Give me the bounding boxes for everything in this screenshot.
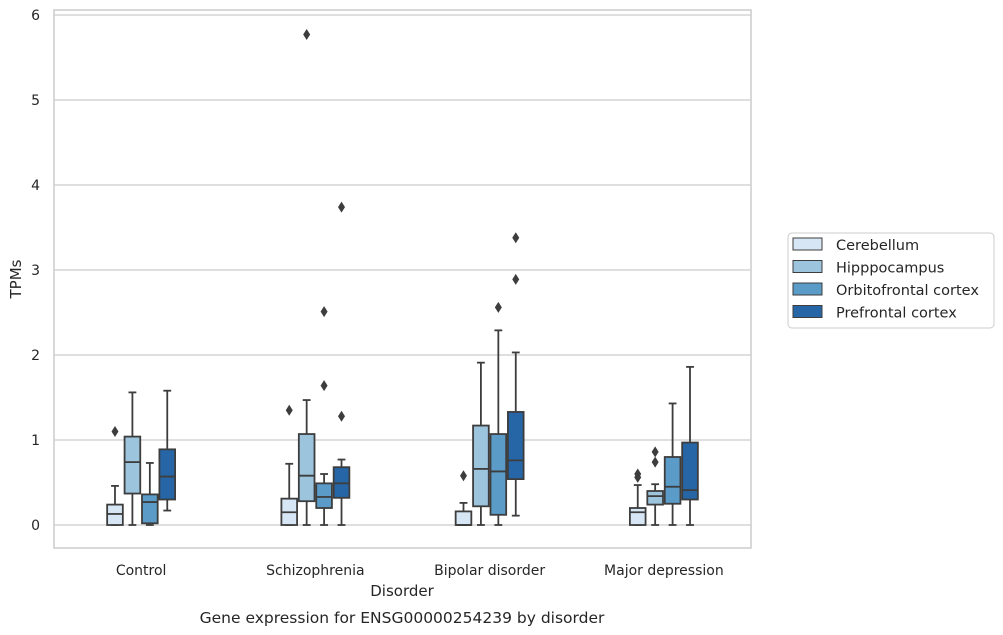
- box-iqr: [489, 433, 508, 516]
- box-hipppocampus: [472, 361, 490, 526]
- box-hipppocampus: [646, 446, 664, 526]
- box-cerebellum: [280, 404, 298, 526]
- legend-label: Prefrontal cortex: [836, 306, 957, 322]
- outlier-point: [285, 404, 293, 416]
- box-cerebellum: [628, 468, 647, 526]
- legend-swatch: [792, 260, 823, 273]
- outlier-point: [111, 426, 119, 437]
- y-tick-label: 4: [31, 178, 40, 194]
- box-iqr: [472, 424, 490, 508]
- outlier-point: [338, 410, 346, 422]
- box-prefrontal-cortex: [681, 365, 699, 526]
- chart-caption: Gene expression for ENSG00000254239 by d…: [200, 609, 605, 627]
- box-iqr: [315, 482, 333, 509]
- x-tick-label: Control: [116, 563, 167, 579]
- y-tick-label: 3: [31, 263, 40, 279]
- box-series: [106, 29, 699, 526]
- x-axis-label: Disorder: [370, 582, 434, 600]
- y-gridlines: [54, 14, 751, 526]
- outlier-point: [303, 29, 311, 41]
- legend: Cerebellum Hipppocampus Orbitofrontal cort…: [787, 232, 995, 329]
- y-tick-label: 5: [31, 93, 40, 109]
- outlier-point: [320, 380, 328, 392]
- y-tick-label: 6: [31, 8, 40, 24]
- y-axis-label: TPMs: [7, 259, 25, 299]
- box-iqr: [141, 493, 159, 525]
- plot-frame: [53, 9, 752, 549]
- y-tick-label: 2: [31, 348, 40, 364]
- box-prefrontal-cortex: [332, 201, 351, 526]
- box-orbitofrontal-cortex: [315, 306, 333, 526]
- legend-swatch: [792, 305, 823, 318]
- box-orbitofrontal-cortex: [663, 402, 682, 526]
- outlier-point: [338, 201, 346, 213]
- legend-swatch: [792, 282, 823, 296]
- outlier-point: [634, 468, 642, 480]
- y-tick-label: 1: [31, 433, 40, 449]
- legend-swatch: [792, 237, 823, 251]
- box-orbitofrontal-cortex: [141, 462, 159, 526]
- y-tick-labels: 0 1 2 3 4 5 6: [31, 8, 40, 534]
- x-tick-labels: Control Schizophrenia Bipolar disorder Majo…: [116, 563, 724, 579]
- x-tick-label: Schizophrenia: [266, 563, 364, 579]
- box-hipppocampus: [297, 29, 316, 526]
- box-iqr: [663, 456, 682, 505]
- box-iqr: [646, 490, 664, 506]
- box-iqr: [454, 510, 473, 526]
- outlier-point: [494, 301, 502, 313]
- outlier-point: [512, 232, 520, 244]
- box-prefrontal-cortex: [158, 389, 177, 512]
- x-tick-label: Bipolar disorder: [434, 563, 545, 579]
- legend-label: Hipppocampus: [836, 261, 944, 277]
- box-iqr: [158, 448, 177, 501]
- legend-label: Cerebellum: [836, 238, 919, 254]
- box-iqr: [681, 441, 699, 501]
- box-iqr: [123, 435, 142, 495]
- outlier-point: [320, 306, 328, 318]
- box-hipppocampus: [123, 391, 142, 526]
- box-orbitofrontal-cortex: [489, 301, 508, 526]
- box-iqr: [297, 433, 316, 503]
- box-cerebellum: [454, 470, 473, 526]
- box-prefrontal-cortex: [507, 232, 525, 517]
- outlier-point: [651, 446, 659, 458]
- x-tick-label: Major depression: [604, 563, 724, 579]
- legend-label: Orbitofrontal cortex: [836, 283, 979, 299]
- box-iqr: [507, 411, 525, 481]
- y-tick-label: 0: [31, 518, 40, 534]
- legend-frame: [787, 232, 995, 329]
- outlier-point: [512, 273, 520, 285]
- outlier-point: [651, 456, 659, 468]
- box-cerebellum: [106, 426, 124, 526]
- outlier-point: [459, 470, 467, 482]
- box-iqr: [628, 507, 647, 526]
